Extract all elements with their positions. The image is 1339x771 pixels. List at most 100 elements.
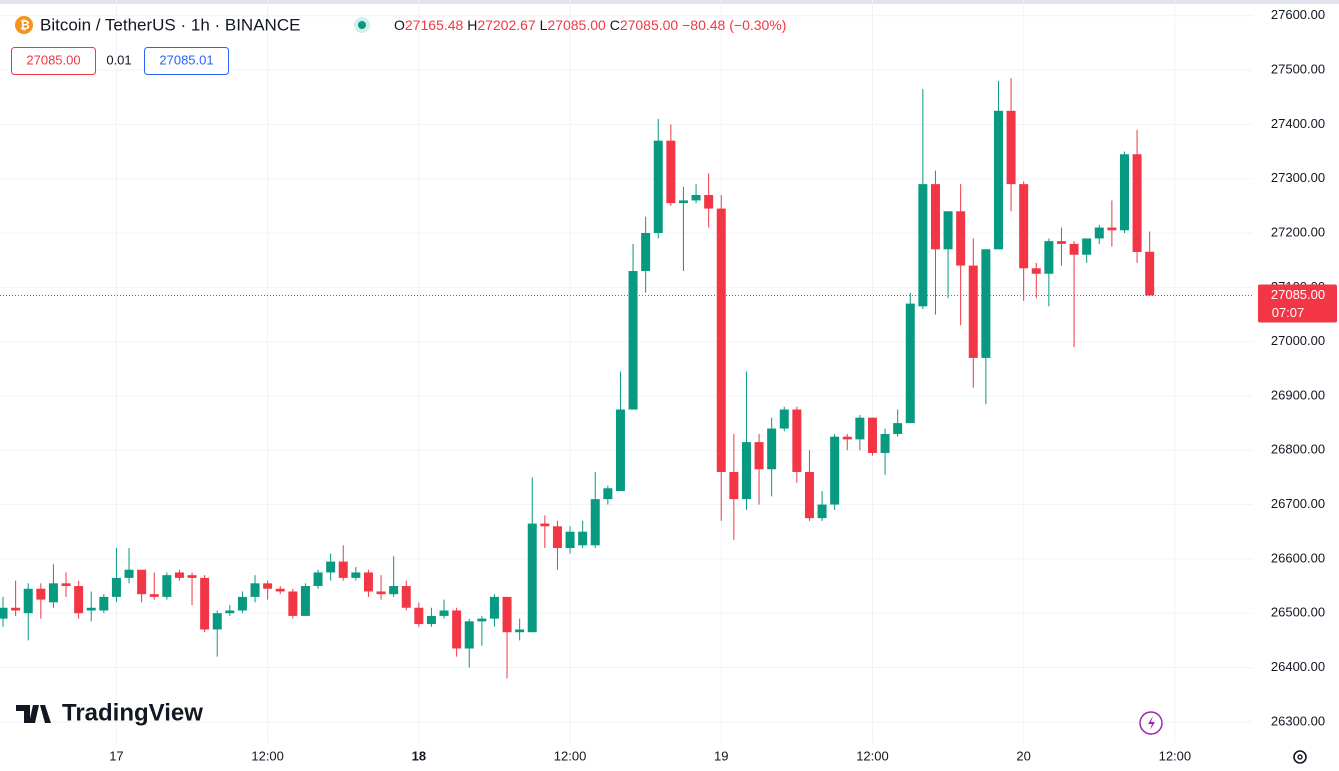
- candle-body: [767, 428, 777, 470]
- candle-body: [918, 184, 928, 307]
- bid-price: 27085.00: [26, 52, 80, 67]
- candle-body: [691, 194, 701, 201]
- candle-body: [704, 194, 714, 209]
- candle-body: [527, 523, 537, 633]
- candle-body: [200, 577, 210, 630]
- ohlc-value: 27202.67: [477, 17, 536, 33]
- tradingview-logo[interactable]: TradingView: [16, 699, 203, 726]
- grid: [0, 0, 1253, 743]
- ohlc-value: 27085.00: [620, 17, 679, 33]
- candle-body: [981, 249, 991, 358]
- ask-price: 27085.01: [159, 52, 213, 67]
- candle-body: [23, 588, 33, 614]
- candle-body: [439, 610, 449, 616]
- x-tick-label: 12:00: [251, 748, 284, 763]
- last-price-label: 27085.00: [1271, 287, 1325, 302]
- x-tick-label: 20: [1016, 748, 1030, 763]
- settings-icon[interactable]: [1293, 750, 1307, 764]
- candle-body: [288, 591, 298, 616]
- candle-body: [578, 531, 588, 546]
- candle-body: [111, 577, 121, 597]
- candle-body: [489, 596, 499, 619]
- candle-body: [36, 588, 46, 600]
- candle-body: [779, 409, 789, 429]
- candle-body: [880, 433, 890, 453]
- candle-body: [237, 596, 247, 611]
- candle-body: [212, 613, 222, 630]
- y-tick-label: 26300.00: [1271, 713, 1325, 728]
- candle-body: [842, 436, 852, 440]
- candle-body: [1094, 227, 1104, 239]
- buy-button[interactable]: [144, 47, 229, 75]
- candle-body: [401, 586, 411, 608]
- y-tick-label: 26500.00: [1271, 605, 1325, 620]
- candle-body: [414, 607, 424, 625]
- countdown: 07:07: [1272, 305, 1305, 320]
- candle-body: [1145, 251, 1155, 296]
- symbol-title[interactable]: Bitcoin / TetherUS · 1h · BINANCE: [40, 15, 300, 34]
- candle-body: [930, 184, 940, 250]
- candle-body: [0, 607, 8, 619]
- candle-body: [943, 211, 953, 250]
- candle-body: [99, 596, 109, 611]
- candle-body: [641, 233, 651, 272]
- ohlc-letter: L: [540, 17, 548, 33]
- y-tick-label: 26400.00: [1271, 659, 1325, 674]
- candle-body: [351, 572, 361, 578]
- candle-body: [590, 499, 600, 546]
- candle-body: [137, 569, 147, 595]
- candle-body: [477, 618, 487, 622]
- y-tick-label: 26900.00: [1271, 387, 1325, 402]
- candle-body: [956, 211, 966, 266]
- candle-body: [300, 586, 310, 616]
- candle-body: [1069, 243, 1079, 255]
- candle-body: [313, 572, 323, 587]
- candle-body: [565, 531, 575, 549]
- candle-body: [464, 621, 474, 649]
- sell-button[interactable]: [11, 47, 96, 75]
- spread: 0.01: [106, 52, 131, 67]
- candle-body: [124, 569, 134, 578]
- x-tick-label: 17: [109, 748, 123, 763]
- candle-body: [275, 588, 285, 592]
- candle-body: [1019, 184, 1029, 269]
- candle-body: [729, 471, 739, 500]
- candle-body: [653, 140, 663, 234]
- y-tick-label: 26800.00: [1271, 442, 1325, 457]
- y-tick-label: 26700.00: [1271, 496, 1325, 511]
- candle-body: [263, 583, 273, 589]
- candle-body: [615, 409, 625, 491]
- y-tick-label: 26600.00: [1271, 550, 1325, 565]
- candle-body: [1056, 241, 1066, 244]
- candle-body: [552, 526, 562, 549]
- candle-body: [74, 586, 84, 614]
- x-tick-label: 12:00: [856, 748, 889, 763]
- plot-area: [0, 78, 1253, 679]
- candle-body: [338, 561, 348, 578]
- coin-symbol: ₿: [20, 18, 30, 32]
- candle-body: [225, 610, 235, 614]
- ohlc-letter: O: [394, 17, 405, 33]
- candle-body: [250, 583, 260, 597]
- watermark: TradingView: [62, 699, 203, 726]
- candle-body: [855, 417, 865, 440]
- settings-icon-center: [1297, 754, 1303, 760]
- candle-body: [376, 591, 386, 595]
- candle-body: [1031, 268, 1041, 274]
- y-tick-label: 27500.00: [1271, 62, 1325, 77]
- x-tick-label: 12:00: [554, 748, 587, 763]
- ohlc-letter: H: [467, 17, 477, 33]
- candle-body: [187, 575, 197, 578]
- x-tick-label: 19: [714, 748, 728, 763]
- candle-body: [1132, 154, 1142, 253]
- candle-body: [61, 583, 71, 587]
- y-tick-label: 27400.00: [1271, 116, 1325, 131]
- y-tick-label: 27000.00: [1271, 333, 1325, 348]
- candle-body: [754, 442, 764, 470]
- candle-body: [968, 265, 978, 358]
- candle-body: [1006, 110, 1016, 185]
- candle-body: [905, 303, 915, 424]
- last-price-box: [1258, 284, 1337, 323]
- ohlc-value: 27085.00: [547, 17, 606, 33]
